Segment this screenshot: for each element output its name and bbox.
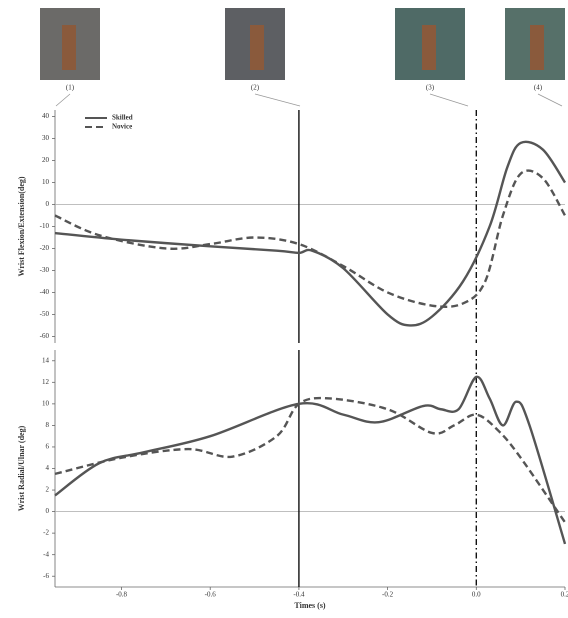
x-axis-label: Times (s)	[294, 601, 326, 610]
person	[422, 25, 436, 70]
y-tick-label: -4	[43, 550, 49, 558]
y-tick-label: 0	[46, 200, 50, 208]
series-line	[54, 396, 566, 524]
legend-label: Novice	[112, 123, 132, 131]
y-tick-label: 10	[42, 178, 50, 186]
person	[62, 25, 76, 70]
y-tick-label: 10	[42, 399, 50, 407]
x-tick-label: 0.2	[561, 591, 568, 599]
y-tick-label: -6	[43, 572, 49, 580]
photo-label: (2)	[251, 84, 260, 92]
y-tick-label: -20	[40, 244, 50, 252]
arrow	[254, 93, 301, 107]
y-tick-label: -10	[40, 222, 50, 230]
photo-label: (1)	[66, 84, 75, 92]
y-tick-label: -40	[40, 288, 50, 296]
series-line	[54, 169, 567, 309]
x-tick-label: -0.8	[116, 591, 128, 599]
x-tick-label: -0.2	[382, 591, 394, 599]
legend-label: Skilled	[112, 114, 133, 122]
y-tick-label: 14	[42, 356, 50, 364]
y-tick-label: -60	[40, 332, 50, 340]
person	[250, 25, 264, 70]
y-tick-label: 2	[46, 486, 50, 494]
y-tick-label: 4	[46, 464, 50, 472]
y-tick-label: 8	[46, 421, 50, 429]
x-tick-label: -0.6	[205, 591, 217, 599]
y-tick-label: 0	[46, 507, 50, 515]
series-line	[54, 375, 567, 545]
y-tick-label: 20	[42, 156, 50, 164]
y-tick-label: -2	[43, 529, 49, 537]
photo-label: (4)	[534, 84, 543, 92]
person	[530, 25, 544, 70]
photos: (1) (2) (3) (4)	[40, 8, 565, 107]
y-axis-label: Wrist Radial/Ulnar (deg)	[17, 425, 26, 511]
x-tick-label: 0.0	[472, 591, 481, 599]
y-tick-label: -30	[40, 266, 50, 274]
x-tick-label: -0.4	[293, 591, 305, 599]
y-tick-label: 12	[42, 378, 50, 386]
y-tick-label: 40	[42, 112, 50, 120]
series-line	[54, 140, 567, 327]
y-tick-label: 6	[46, 443, 50, 451]
y-tick-label: -50	[40, 310, 50, 318]
photo-label: (3)	[426, 84, 435, 92]
arrow	[55, 93, 71, 107]
y-axis-label: Wrist Flexion/Extension(deg)	[17, 176, 26, 276]
y-tick-label: 30	[42, 134, 50, 142]
arrow	[429, 93, 469, 107]
arrow	[537, 93, 563, 107]
